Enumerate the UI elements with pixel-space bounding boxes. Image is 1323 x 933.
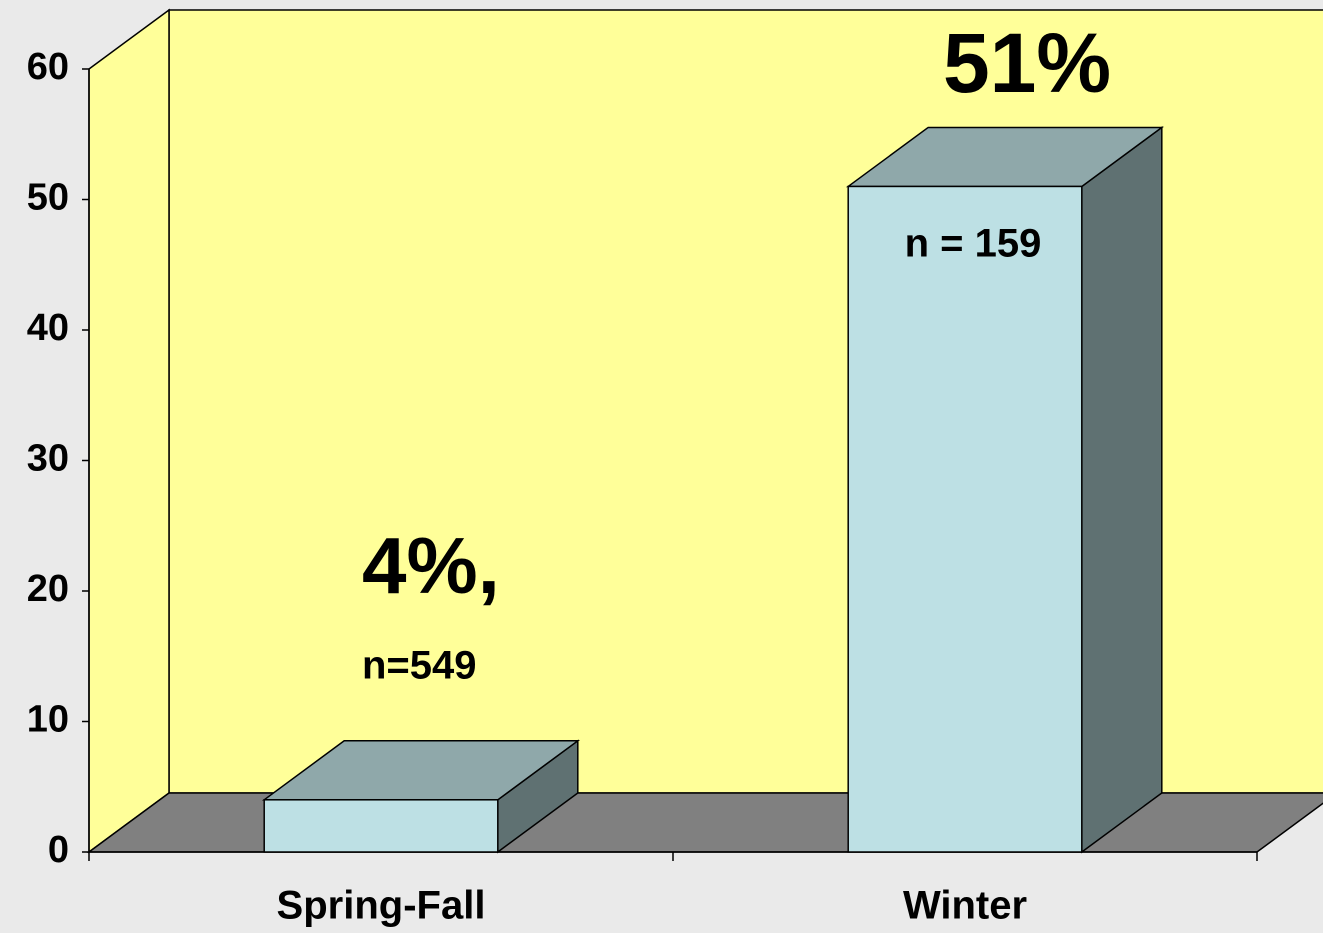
y-tick-label: 50 [27, 177, 69, 219]
side-wall [88, 8, 170, 854]
sample-size-label: n=549 [362, 643, 477, 687]
sample-size-label: n = 159 [905, 222, 1042, 266]
x-tick-label: Spring-Fall [277, 884, 486, 928]
y-tick-label: 10 [27, 699, 69, 741]
value-label: 4%, [362, 521, 500, 610]
y-tick-label: 40 [27, 307, 69, 349]
y-tick-label: 30 [27, 438, 69, 480]
y-tick-label: 20 [27, 568, 69, 610]
bar [847, 185, 1083, 853]
y-tick-label: 60 [27, 46, 69, 88]
x-tick-label: Winter [903, 884, 1027, 928]
y-tick-label: 0 [48, 829, 69, 871]
bar-side [1081, 125, 1163, 854]
value-label: 51% [943, 16, 1111, 110]
bar [263, 799, 499, 853]
